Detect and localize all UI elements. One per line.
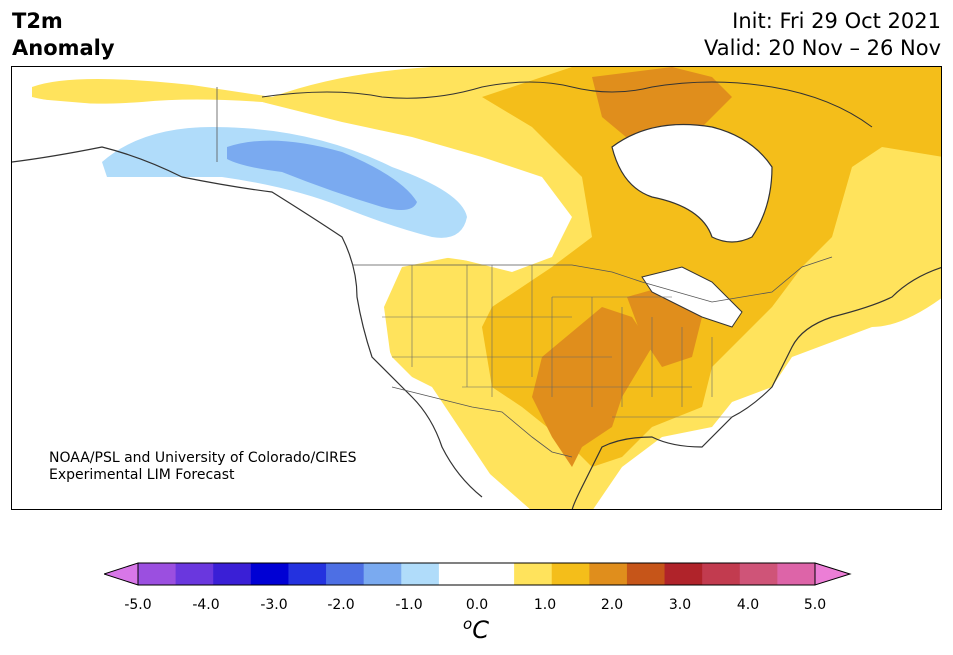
colorbar-bin [138,563,177,585]
colorbar-tick: -4.0 [192,597,220,613]
credit-line-1: NOAA/PSL and University of Colorado/CIRE… [49,450,357,466]
valid-date: Valid: 20 Nov – 26 Nov [704,36,941,60]
colorbar-max-extend [814,562,852,586]
anomaly-map [12,67,941,509]
title-line-2: Anomaly [12,36,115,60]
us-canada-border [352,256,833,303]
colorbar-tick: 4.0 [736,597,760,613]
cold-anomaly-1c-region [102,127,467,238]
credit-line-2: Experimental LIM Forecast [49,467,235,483]
colorbar-bin [326,563,365,585]
colorbar-bin [702,563,741,585]
colorbar-bin [213,563,252,585]
colorbar-bin [664,563,703,585]
arctic-coastline [261,81,873,128]
colorbar-unit-label: oC [463,615,489,644]
colorbar-bin [777,563,816,585]
state-lines [382,265,732,418]
cold-anomaly-2c-region [227,140,417,211]
colorbar [102,562,852,590]
hudson-bay [611,123,773,243]
colorbar-bin [739,563,778,585]
colorbar-tick: 5.0 [803,597,827,613]
unit-letter: C [472,616,489,644]
colorbar-bin [288,563,327,585]
great-lakes [641,266,743,328]
colorbar-tick: -2.0 [327,597,355,613]
colorbar-tick: -3.0 [260,597,288,613]
colorbar-bin [401,563,440,585]
colorbar-outline [137,562,816,586]
colorbar-bin [175,563,214,585]
forecast-dates: Init: Fri 29 Oct 2021 Valid: 20 Nov – 26… [704,8,941,62]
colorbar-ticks: -5.0 -4.0 -3.0 -2.0 -1.0 0.0 1.0 2.0 3.0… [0,597,953,617]
us-mexico-border [391,386,573,458]
colorbar-bin [589,563,628,585]
colorbar-bin [476,563,515,585]
colorbar-bin [250,563,289,585]
colorbar-tick: 3.0 [668,597,692,613]
colorbar-tick: -1.0 [395,597,423,613]
colorbar-tick: -5.0 [124,597,152,613]
colorbar-bin [626,563,666,585]
colorbar-bin [514,563,553,585]
colorbar-tick: 2.0 [600,597,624,613]
credit-text: NOAA/PSL and University of Colorado/CIRE… [49,450,357,484]
colorbar-bin [551,563,590,585]
colorbar-bin [363,563,402,585]
west-coastline [12,146,483,498]
title-line-1: T2m [12,9,63,33]
map-title: T2m Anomaly [12,8,115,62]
init-date: Init: Fri 29 Oct 2021 [732,9,941,33]
colorbar-min-extend [102,562,139,586]
colorbar-tick: 0.0 [465,597,489,613]
colorbar-bin [438,563,477,585]
colorbar-svg [102,562,852,586]
colorbar-tick: 1.0 [533,597,557,613]
map-panel [11,66,942,510]
unit-degree-superscript: o [463,615,473,633]
